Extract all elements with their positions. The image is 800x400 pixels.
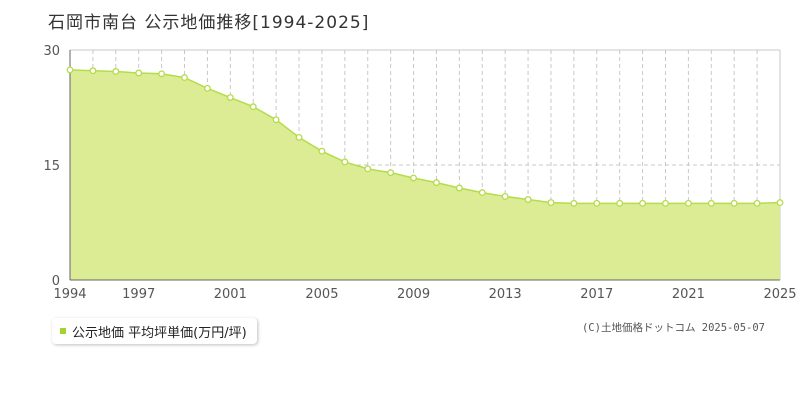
data-point [524, 196, 532, 203]
data-point [501, 192, 509, 200]
data-point [753, 199, 761, 207]
data-point [639, 199, 647, 207]
data-points [66, 66, 784, 207]
data-point [616, 199, 624, 207]
axes [69, 50, 780, 281]
y-tick-labels: 0 15 30 [43, 44, 60, 289]
data-point [226, 94, 234, 101]
data-point [295, 133, 303, 141]
data-point [364, 165, 372, 173]
x-tick-labels: 1994 1997 2001 2005 2009 2013 2017 2021 2025 [53, 287, 796, 302]
series-line [69, 69, 781, 205]
horizontal-gridlines [70, 49, 780, 166]
x-tick-label: 2025 [763, 287, 796, 302]
x-tick-label: 2005 [305, 287, 338, 302]
legend-label: 公示地価 平均坪単価(万円/坪) [72, 325, 247, 341]
data-point [570, 199, 578, 207]
data-point [410, 174, 417, 182]
x-tick-label: 2013 [489, 287, 522, 302]
legend-marker-icon [60, 328, 66, 334]
data-point [547, 199, 555, 207]
x-tick-label: 1997 [122, 287, 155, 302]
data-point [593, 199, 601, 207]
data-point [135, 69, 143, 77]
data-point [387, 169, 395, 177]
data-point [433, 179, 440, 187]
data-point [249, 103, 257, 111]
x-tick-label: 2021 [672, 287, 705, 302]
x-tick-label: 2009 [397, 287, 430, 302]
data-point [158, 70, 166, 78]
y-tick-label: 0 [52, 274, 60, 289]
data-point [203, 84, 211, 92]
data-point [181, 74, 188, 82]
data-point [66, 66, 74, 74]
data-point [662, 199, 669, 207]
data-point [272, 116, 280, 124]
price-area [69, 69, 781, 280]
area-fill [70, 69, 780, 280]
data-point [730, 199, 738, 207]
x-tick-label: 1994 [53, 287, 86, 302]
data-point [455, 184, 463, 192]
y-tick-label: 15 [43, 159, 60, 174]
data-point [89, 67, 97, 75]
data-point [318, 147, 326, 155]
y-tick-label: 30 [43, 44, 60, 59]
x-tick-label: 2001 [214, 287, 247, 302]
data-point [478, 189, 486, 197]
legend: 公示地価 平均坪単価(万円/坪) [52, 318, 257, 344]
data-point [776, 199, 784, 207]
data-point [341, 158, 349, 166]
credit-text: (C)土地価格ドットコム 2025-05-07 [581, 322, 765, 334]
page-title: 石岡市南台 公示地価推移[1994-2025] [48, 13, 370, 33]
data-point [707, 199, 715, 207]
data-point [684, 199, 692, 207]
x-tick-label: 2017 [580, 287, 613, 302]
data-point [112, 68, 120, 75]
